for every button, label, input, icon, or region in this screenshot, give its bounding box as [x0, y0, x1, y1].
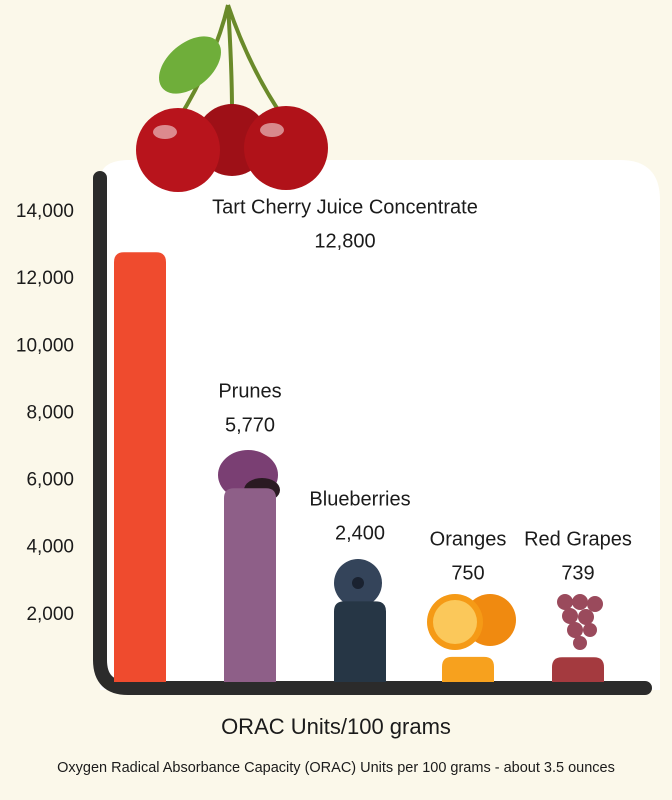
grapes-illustration [557, 594, 603, 650]
y-tick-label: 2,000 [26, 604, 74, 625]
value-label: 12,800 [314, 230, 375, 252]
category-label: Red Grapes [524, 528, 632, 550]
y-tick-label: 14,000 [16, 201, 74, 222]
y-tick-label: 8,000 [26, 402, 74, 423]
value-label: 5,770 [225, 414, 275, 436]
value-label: 2,400 [335, 522, 385, 544]
value-label: 750 [451, 562, 484, 584]
bar [114, 252, 166, 683]
category-label: Prunes [218, 380, 281, 402]
category-label: Blueberries [309, 488, 410, 510]
y-tick-label: 4,000 [26, 537, 74, 558]
category-label: Oranges [430, 528, 507, 550]
y-tick-label: 10,000 [16, 335, 74, 356]
x-axis-label: ORAC Units/100 grams [221, 714, 451, 739]
blueberry-illustration [334, 559, 382, 607]
orange-illustration [427, 594, 516, 650]
caption: Oxygen Radical Absorbance Capacity (ORAC… [57, 760, 615, 776]
category-label: Tart Cherry Juice Concentrate [212, 196, 478, 218]
bar [334, 601, 386, 682]
y-tick-label: 12,000 [16, 268, 74, 289]
axis-frame [93, 171, 652, 695]
value-label: 739 [561, 562, 594, 584]
bar [442, 656, 494, 682]
bar [224, 488, 276, 682]
cherry-illustration [136, 4, 328, 192]
bar [552, 657, 604, 682]
y-tick-label: 6,000 [26, 470, 74, 491]
